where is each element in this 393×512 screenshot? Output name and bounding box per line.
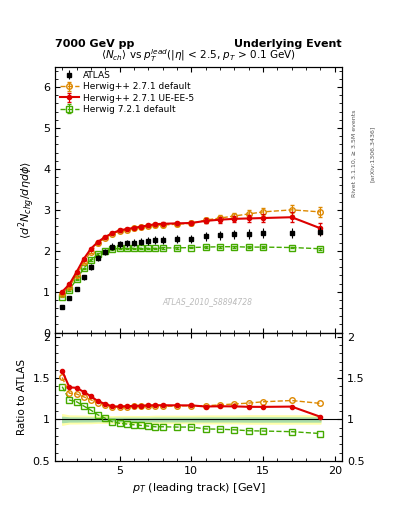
Y-axis label: Ratio to ATLAS: Ratio to ATLAS bbox=[17, 359, 27, 435]
Text: Underlying Event: Underlying Event bbox=[234, 38, 342, 49]
X-axis label: $p_T$ (leading track) [GeV]: $p_T$ (leading track) [GeV] bbox=[132, 481, 265, 495]
Text: ATLAS_2010_S8894728: ATLAS_2010_S8894728 bbox=[162, 297, 252, 306]
Text: [arXiv:1306.3436]: [arXiv:1306.3436] bbox=[369, 125, 375, 182]
Legend: ATLAS, Herwig++ 2.7.1 default, Herwig++ 2.7.1 UE-EE-5, Herwig 7.2.1 default: ATLAS, Herwig++ 2.7.1 default, Herwig++ … bbox=[58, 69, 196, 116]
Text: 7000 GeV pp: 7000 GeV pp bbox=[55, 38, 134, 49]
Text: Rivet 3.1.10, ≥ 3.5M events: Rivet 3.1.10, ≥ 3.5M events bbox=[352, 110, 357, 197]
Y-axis label: $\langle d^2 N_{chg}/d\eta d\phi \rangle$: $\langle d^2 N_{chg}/d\eta d\phi \rangle… bbox=[17, 161, 37, 239]
Text: $\langle N_{ch}\rangle$ vs $p_T^{lead}$($|\eta|$ < 2.5, $p_T$ > 0.1 GeV): $\langle N_{ch}\rangle$ vs $p_T^{lead}$(… bbox=[101, 47, 296, 64]
